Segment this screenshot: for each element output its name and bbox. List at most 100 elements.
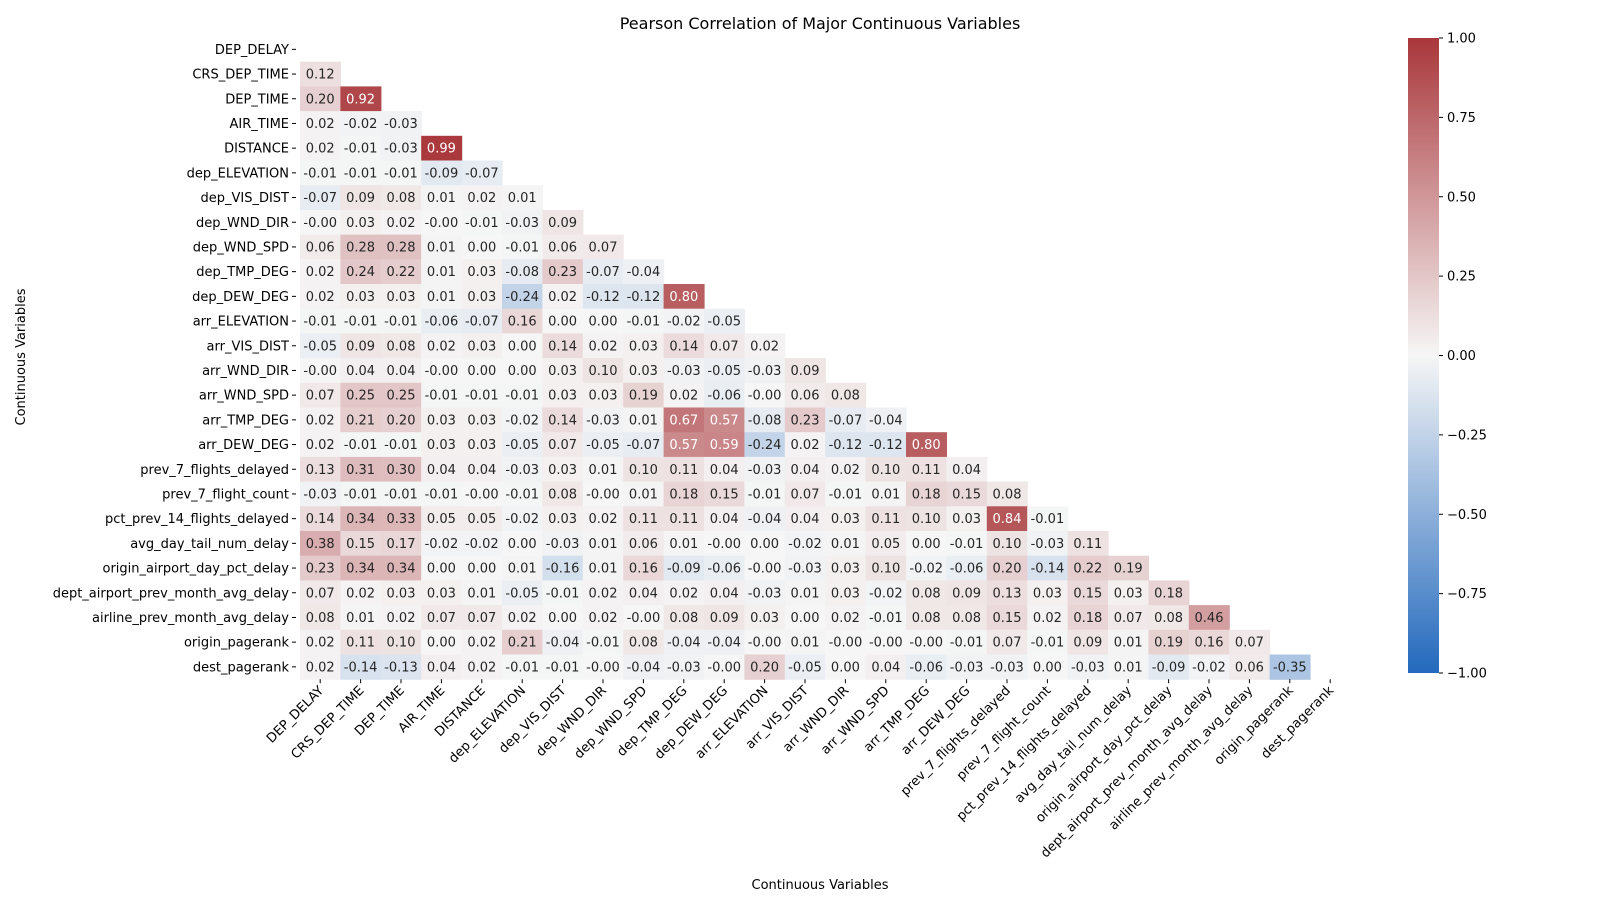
cell-value-label: 0.14	[548, 413, 577, 428]
cell-value-label: 0.06	[548, 240, 577, 255]
cell-value-label: 0.03	[467, 413, 496, 428]
cell-value-label: 0.14	[669, 339, 698, 354]
cell-value-label: 0.18	[1154, 586, 1183, 601]
cell-value-label: -0.04	[627, 660, 661, 675]
heatmap-cell	[582, 407, 624, 433]
cell-value-label: -0.01	[425, 389, 459, 404]
cell-value-label: 0.05	[467, 512, 496, 527]
cell-value-label: -0.00	[425, 364, 459, 379]
cell-value-label: 0.03	[548, 463, 577, 478]
heatmap-cell	[784, 432, 826, 458]
heatmap-cell	[340, 284, 382, 310]
heatmap-cell	[663, 382, 705, 409]
cell-value-label: 0.02	[589, 611, 618, 626]
heatmap-cell	[421, 654, 463, 680]
heatmap-cell	[623, 308, 665, 334]
heatmap-cell	[300, 432, 341, 458]
cell-value-label: 0.04	[346, 364, 375, 379]
cell-value-label: 0.02	[306, 142, 335, 157]
colorbar-tick-label: −0.25	[1447, 428, 1487, 443]
cell-value-label: -0.12	[869, 438, 903, 453]
heatmap-cell	[502, 555, 543, 581]
cell-value-label: 0.02	[346, 586, 375, 601]
heatmap-cell	[663, 481, 705, 507]
heatmap-cell	[865, 456, 907, 483]
cell-value-label: -0.02	[667, 315, 701, 330]
cell-value-label: 0.67	[669, 413, 698, 428]
heatmap-cell	[502, 481, 543, 507]
cell-value-label: 0.09	[548, 216, 577, 231]
cell-value-label: 0.03	[346, 290, 375, 305]
cell-value-label: 0.02	[306, 265, 335, 280]
cell-value-label: 0.04	[791, 512, 820, 527]
cell-value-label: -0.01	[344, 166, 378, 181]
cell-value-label: -0.24	[505, 290, 539, 305]
heatmap-cell	[340, 456, 382, 483]
cell-value-label: 0.02	[589, 586, 618, 601]
chart-title: Pearson Correlation of Major Continuous …	[620, 14, 1021, 33]
heatmap-cell	[502, 506, 543, 532]
x-tick-label: dest_pagerank	[1258, 683, 1337, 762]
cell-value-label: -0.02	[505, 512, 539, 527]
cell-value-label: 0.02	[589, 512, 618, 527]
heatmap-cell	[986, 654, 1028, 680]
heatmap-cell	[340, 654, 382, 680]
cell-value-label: -0.08	[748, 413, 782, 428]
cell-value-label: 0.20	[750, 660, 779, 675]
cell-value-label: 0.09	[952, 586, 981, 601]
cell-value-label: 0.92	[346, 92, 375, 107]
cell-value-label: 0.02	[306, 117, 335, 132]
heatmap-cell	[623, 407, 665, 433]
heatmap-cell	[744, 605, 786, 631]
y-tick-label: dep_ELEVATION	[187, 166, 289, 181]
heatmap-cell	[623, 629, 665, 656]
heatmap-cell	[582, 654, 624, 680]
cell-value-label: 0.80	[912, 438, 941, 453]
heatmap-cell	[461, 456, 503, 483]
heatmap-cell	[461, 654, 503, 680]
cell-value-label: 0.09	[791, 364, 820, 379]
cell-value-label: 0.18	[669, 487, 698, 502]
cell-value-label: 0.02	[467, 636, 496, 651]
x-tick-label: arr_ELEVATION	[693, 683, 772, 762]
heatmap-cell	[542, 358, 584, 384]
heatmap-cell	[380, 654, 422, 680]
cell-value-label: 0.02	[831, 611, 860, 626]
cell-value-label: 0.02	[467, 660, 496, 675]
cell-value-label: -0.00	[586, 487, 620, 502]
cell-value-label: 0.04	[710, 463, 739, 478]
heatmap-cell	[623, 654, 665, 680]
heatmap-cell	[380, 531, 422, 557]
cell-value-label: -0.09	[425, 166, 459, 181]
cell-value-label: 0.03	[629, 364, 658, 379]
cell-value-label: -0.00	[748, 562, 782, 577]
cell-value-label: 0.04	[427, 660, 456, 675]
cell-value-label: -0.03	[384, 117, 418, 132]
cell-value-label: 0.80	[669, 290, 698, 305]
heatmap-cell	[623, 432, 665, 458]
x-tick-label: dep_WND_SPD	[572, 683, 651, 762]
cell-value-label: 0.08	[952, 611, 981, 626]
heatmap-cell	[663, 531, 705, 557]
cell-value-label: 0.07	[589, 240, 618, 255]
heatmap-cell	[300, 135, 341, 162]
cell-value-label: -0.01	[384, 438, 418, 453]
cell-value-label: 0.08	[306, 611, 335, 626]
cell-value-label: 0.03	[427, 586, 456, 601]
heatmap-cell	[825, 481, 867, 507]
cell-value-label: 0.12	[306, 68, 335, 83]
heatmap-cell	[340, 234, 382, 260]
heatmap-cell	[906, 654, 947, 680]
heatmap-cell	[744, 481, 786, 507]
heatmap-cell	[704, 555, 745, 581]
cell-value-label: 0.07	[791, 487, 820, 502]
heatmap-cell	[380, 284, 422, 310]
y-tick-label: DEP_DELAY	[215, 43, 289, 58]
cell-value-label: -0.01	[627, 315, 661, 330]
cell-value-label: -0.06	[950, 562, 984, 577]
cell-value-label: -0.00	[748, 389, 782, 404]
cell-value-label: 0.08	[629, 636, 658, 651]
x-tick-labels: DEP_DELAYCRS_DEP_TIMEDEP_TIMEAIR_TIMEDIS…	[264, 679, 1337, 861]
cell-value-label: 0.02	[306, 438, 335, 453]
heatmap-cell	[865, 580, 907, 606]
